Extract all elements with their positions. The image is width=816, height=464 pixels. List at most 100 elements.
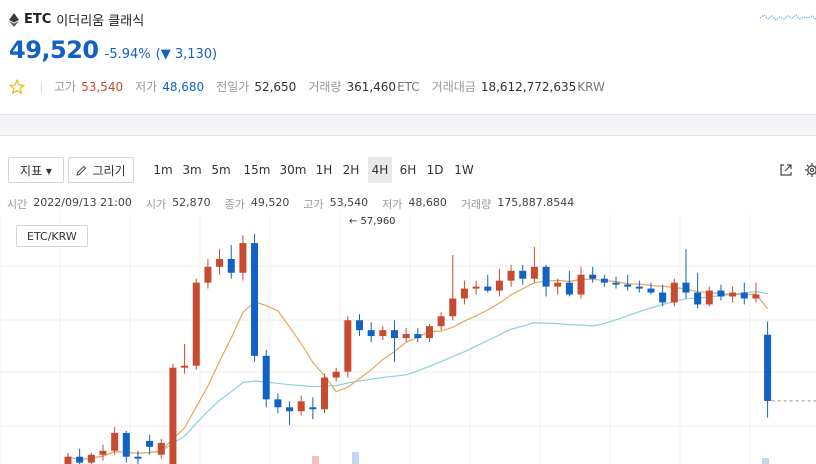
candle-body[interactable] (367, 330, 375, 337)
candle-body[interactable] (484, 286, 492, 291)
timeframe-1w[interactable]: 1W (454, 163, 474, 177)
candle-body[interactable] (262, 355, 270, 400)
candle-body[interactable] (589, 274, 597, 279)
candle-body[interactable] (530, 266, 538, 279)
timeframe-5m[interactable]: 5m (211, 163, 231, 177)
pencil-icon (76, 165, 87, 176)
candle-body[interactable] (76, 456, 84, 463)
candle-body[interactable] (729, 292, 737, 297)
candle-body[interactable] (519, 270, 527, 279)
candle-body[interactable] (122, 432, 130, 457)
candle-body[interactable] (449, 298, 457, 317)
close-label: 종가 (224, 198, 245, 211)
volume-label: 거래량 (460, 198, 492, 211)
ethereum-classic-icon (9, 12, 19, 27)
candle-body[interactable] (181, 365, 189, 368)
volume-unit: ETC (397, 79, 420, 94)
divider (41, 80, 42, 93)
candle-body[interactable] (356, 320, 363, 331)
candle-body[interactable] (565, 282, 573, 295)
candle-body[interactable] (111, 432, 119, 451)
candle-body[interactable] (764, 334, 772, 401)
timeframe-1d[interactable]: 1D (426, 163, 444, 177)
candle-body[interactable] (752, 294, 760, 299)
candle-body[interactable] (694, 292, 702, 305)
candle-body[interactable] (624, 284, 632, 287)
candle-body[interactable] (659, 292, 667, 303)
candle-body[interactable] (192, 282, 200, 366)
candle-body[interactable] (87, 454, 95, 463)
candle-body[interactable] (414, 334, 422, 339)
candle-body[interactable] (134, 456, 142, 459)
candle-body[interactable] (437, 316, 445, 327)
draw-button[interactable]: 그리기 (68, 157, 134, 183)
candle-body[interactable] (321, 377, 329, 410)
current-price: 49,520 (9, 36, 99, 64)
prev-close-label: 전일가 (216, 80, 250, 94)
candle-body[interactable] (425, 326, 433, 339)
candle-body[interactable] (542, 266, 550, 287)
coin-title: ETC 이더리움 클래식 (9, 10, 144, 29)
candle-body[interactable] (682, 282, 690, 293)
high-label: 고가 (54, 80, 77, 94)
ma-long-line (67, 290, 768, 461)
candle-body[interactable] (495, 280, 503, 291)
candle-body[interactable] (309, 407, 317, 410)
indicator-button[interactable]: 지표 ▾ (8, 157, 64, 183)
candle-body[interactable] (647, 288, 655, 293)
candle-body[interactable] (227, 258, 235, 273)
candle-body[interactable] (507, 270, 515, 281)
candle-body[interactable] (460, 288, 468, 299)
pair-label: ETC/KRW (16, 225, 88, 247)
low-value: 48,680 (162, 79, 205, 94)
candle-body[interactable] (612, 282, 620, 285)
candle-body[interactable] (251, 243, 259, 356)
candle-body[interactable] (332, 371, 340, 378)
favorite-star-icon[interactable] (9, 78, 25, 95)
sparkline-icon[interactable] (760, 10, 816, 26)
candle-body[interactable] (740, 292, 748, 299)
popout-icon[interactable] (779, 163, 793, 177)
candle-body[interactable] (146, 440, 154, 447)
timeframe-3m[interactable]: 3m (182, 163, 202, 177)
high-marker-label: ← 57,960 (349, 216, 396, 227)
candle-body[interactable] (670, 282, 678, 303)
settings-gear-icon[interactable] (804, 162, 816, 178)
timeframe-1m[interactable]: 1m (153, 163, 173, 177)
candle-body[interactable] (705, 290, 713, 305)
timeframe-1h[interactable]: 1H (315, 163, 333, 177)
candle-body[interactable] (169, 367, 177, 464)
candle-body[interactable] (99, 450, 107, 455)
candle-body[interactable] (297, 401, 305, 412)
timeframe-30m[interactable]: 30m (279, 163, 307, 177)
candle-body[interactable] (344, 320, 352, 372)
low-label: 저가 (135, 80, 158, 94)
candle-body[interactable] (274, 399, 282, 408)
high-value: 53,540 (81, 79, 124, 94)
candle-body[interactable] (216, 258, 224, 267)
candle-body[interactable] (64, 456, 72, 464)
volume-label: 거래량 (308, 80, 342, 94)
candle-body[interactable] (577, 274, 585, 295)
candle-body[interactable] (554, 282, 562, 287)
volume-bar (352, 452, 359, 464)
candle-body[interactable] (286, 407, 294, 412)
candle-body[interactable] (472, 286, 480, 289)
timeframe-15m[interactable]: 15m (243, 163, 271, 177)
candle-body[interactable] (157, 442, 165, 455)
timeframe-4h[interactable]: 4H (368, 157, 392, 183)
candle-body[interactable] (390, 330, 398, 339)
low-label: 저가 (382, 198, 403, 211)
candle-body[interactable] (379, 330, 387, 337)
candle-body[interactable] (204, 266, 212, 283)
candle-body[interactable] (635, 286, 643, 289)
timeframe-6h[interactable]: 6H (399, 163, 417, 177)
candle-body[interactable] (239, 243, 247, 273)
candlestick-chart[interactable] (0, 214, 816, 464)
candle-body[interactable] (402, 334, 410, 339)
candle-body[interactable] (600, 278, 608, 283)
candle-body[interactable] (717, 290, 725, 297)
timeframe-2h[interactable]: 2H (342, 163, 360, 177)
time-label: 시간 (7, 198, 28, 211)
high-value: 53,540 (329, 196, 369, 209)
